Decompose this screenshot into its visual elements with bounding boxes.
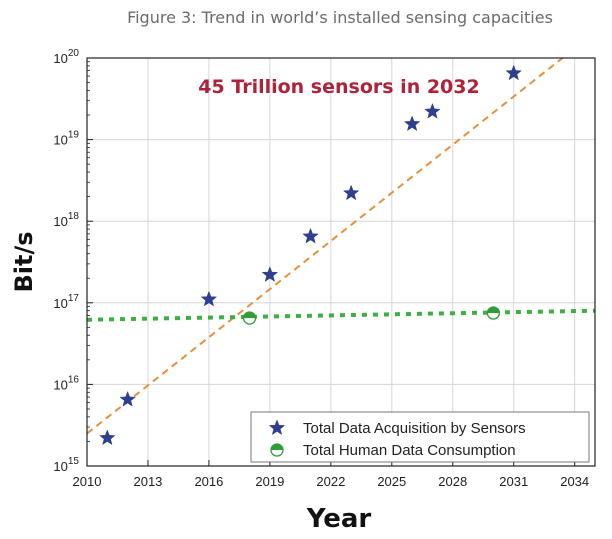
data-point-star [342, 184, 360, 201]
trend-line-dotted [87, 308, 595, 322]
y-tick-exponent: 20 [68, 48, 80, 59]
grid [86, 57, 595, 467]
x-tick-label: 2013 [133, 474, 162, 489]
data-point-star [200, 290, 218, 307]
legend-half-circle-icon [270, 443, 284, 457]
legend: Total Data Acquisition by Sensors Total … [250, 411, 590, 463]
x-tick-label: 2010 [73, 474, 102, 489]
legend-star-icon [268, 419, 286, 436]
legend-marker-half-circle [270, 443, 284, 457]
legend-marker-star [268, 419, 286, 436]
trend-line-dashed [87, 58, 565, 435]
plot-frame [86, 57, 596, 467]
y-axis-title: Bit/s [10, 231, 38, 292]
data-point-star [261, 266, 279, 282]
x-axis-title: Year [306, 504, 372, 534]
y-tick-base: 10 [53, 51, 67, 66]
y-tick-base: 10 [53, 296, 67, 311]
x-ticks: 2010 2013 2016 2019 2022 2025 2028 2031 2034 [73, 460, 589, 489]
data-point-star [302, 227, 319, 244]
y-tick-exponent: 16 [68, 374, 80, 385]
legend-label-human: Total Human Data Consumption [303, 442, 516, 459]
y-tick-base: 10 [53, 377, 67, 392]
y-tick-label: 1020 [53, 48, 79, 66]
data-points [99, 64, 522, 446]
x-tick-label: 2028 [438, 474, 467, 489]
data-point-star [505, 64, 522, 81]
x-tick-label: 2016 [194, 474, 223, 489]
x-tick-label: 2019 [255, 474, 284, 489]
annotation-text: 45 Trillion sensors in 2032 [198, 76, 479, 98]
y-tick-exponent: 17 [68, 293, 80, 304]
data-point-star [119, 390, 136, 407]
data-point-star [424, 102, 441, 119]
legend-label-sensors: Total Data Acquisition by Sensors [303, 420, 526, 437]
x-tick-label: 2025 [377, 474, 406, 489]
data-point-half-circle [486, 306, 501, 320]
figure-title: Figure 3: Trend in world’s installed sen… [127, 8, 553, 27]
y-tick-base: 10 [53, 214, 67, 229]
y-tick-base: 10 [53, 459, 67, 474]
y-tick-label: 1017 [53, 293, 79, 311]
data-point-star [99, 429, 116, 446]
y-tick-exponent: 15 [68, 456, 80, 467]
y-tick-label: 1019 [53, 130, 79, 148]
data-point-star [403, 115, 421, 132]
trend-lines [87, 58, 595, 435]
y-tick-label: 1016 [53, 374, 79, 392]
x-tick-label: 2022 [316, 474, 345, 489]
y-tick-label: 1015 [53, 456, 79, 474]
x-tick-label: 2031 [499, 474, 528, 489]
y-tick-exponent: 18 [68, 211, 80, 222]
data-point-half-circle [242, 311, 257, 325]
y-tick-base: 10 [53, 133, 67, 148]
x-tick-label: 2034 [560, 474, 589, 489]
legend-box [250, 411, 590, 463]
y-tick-exponent: 19 [68, 130, 80, 141]
y-tick-label: 1018 [53, 211, 79, 229]
